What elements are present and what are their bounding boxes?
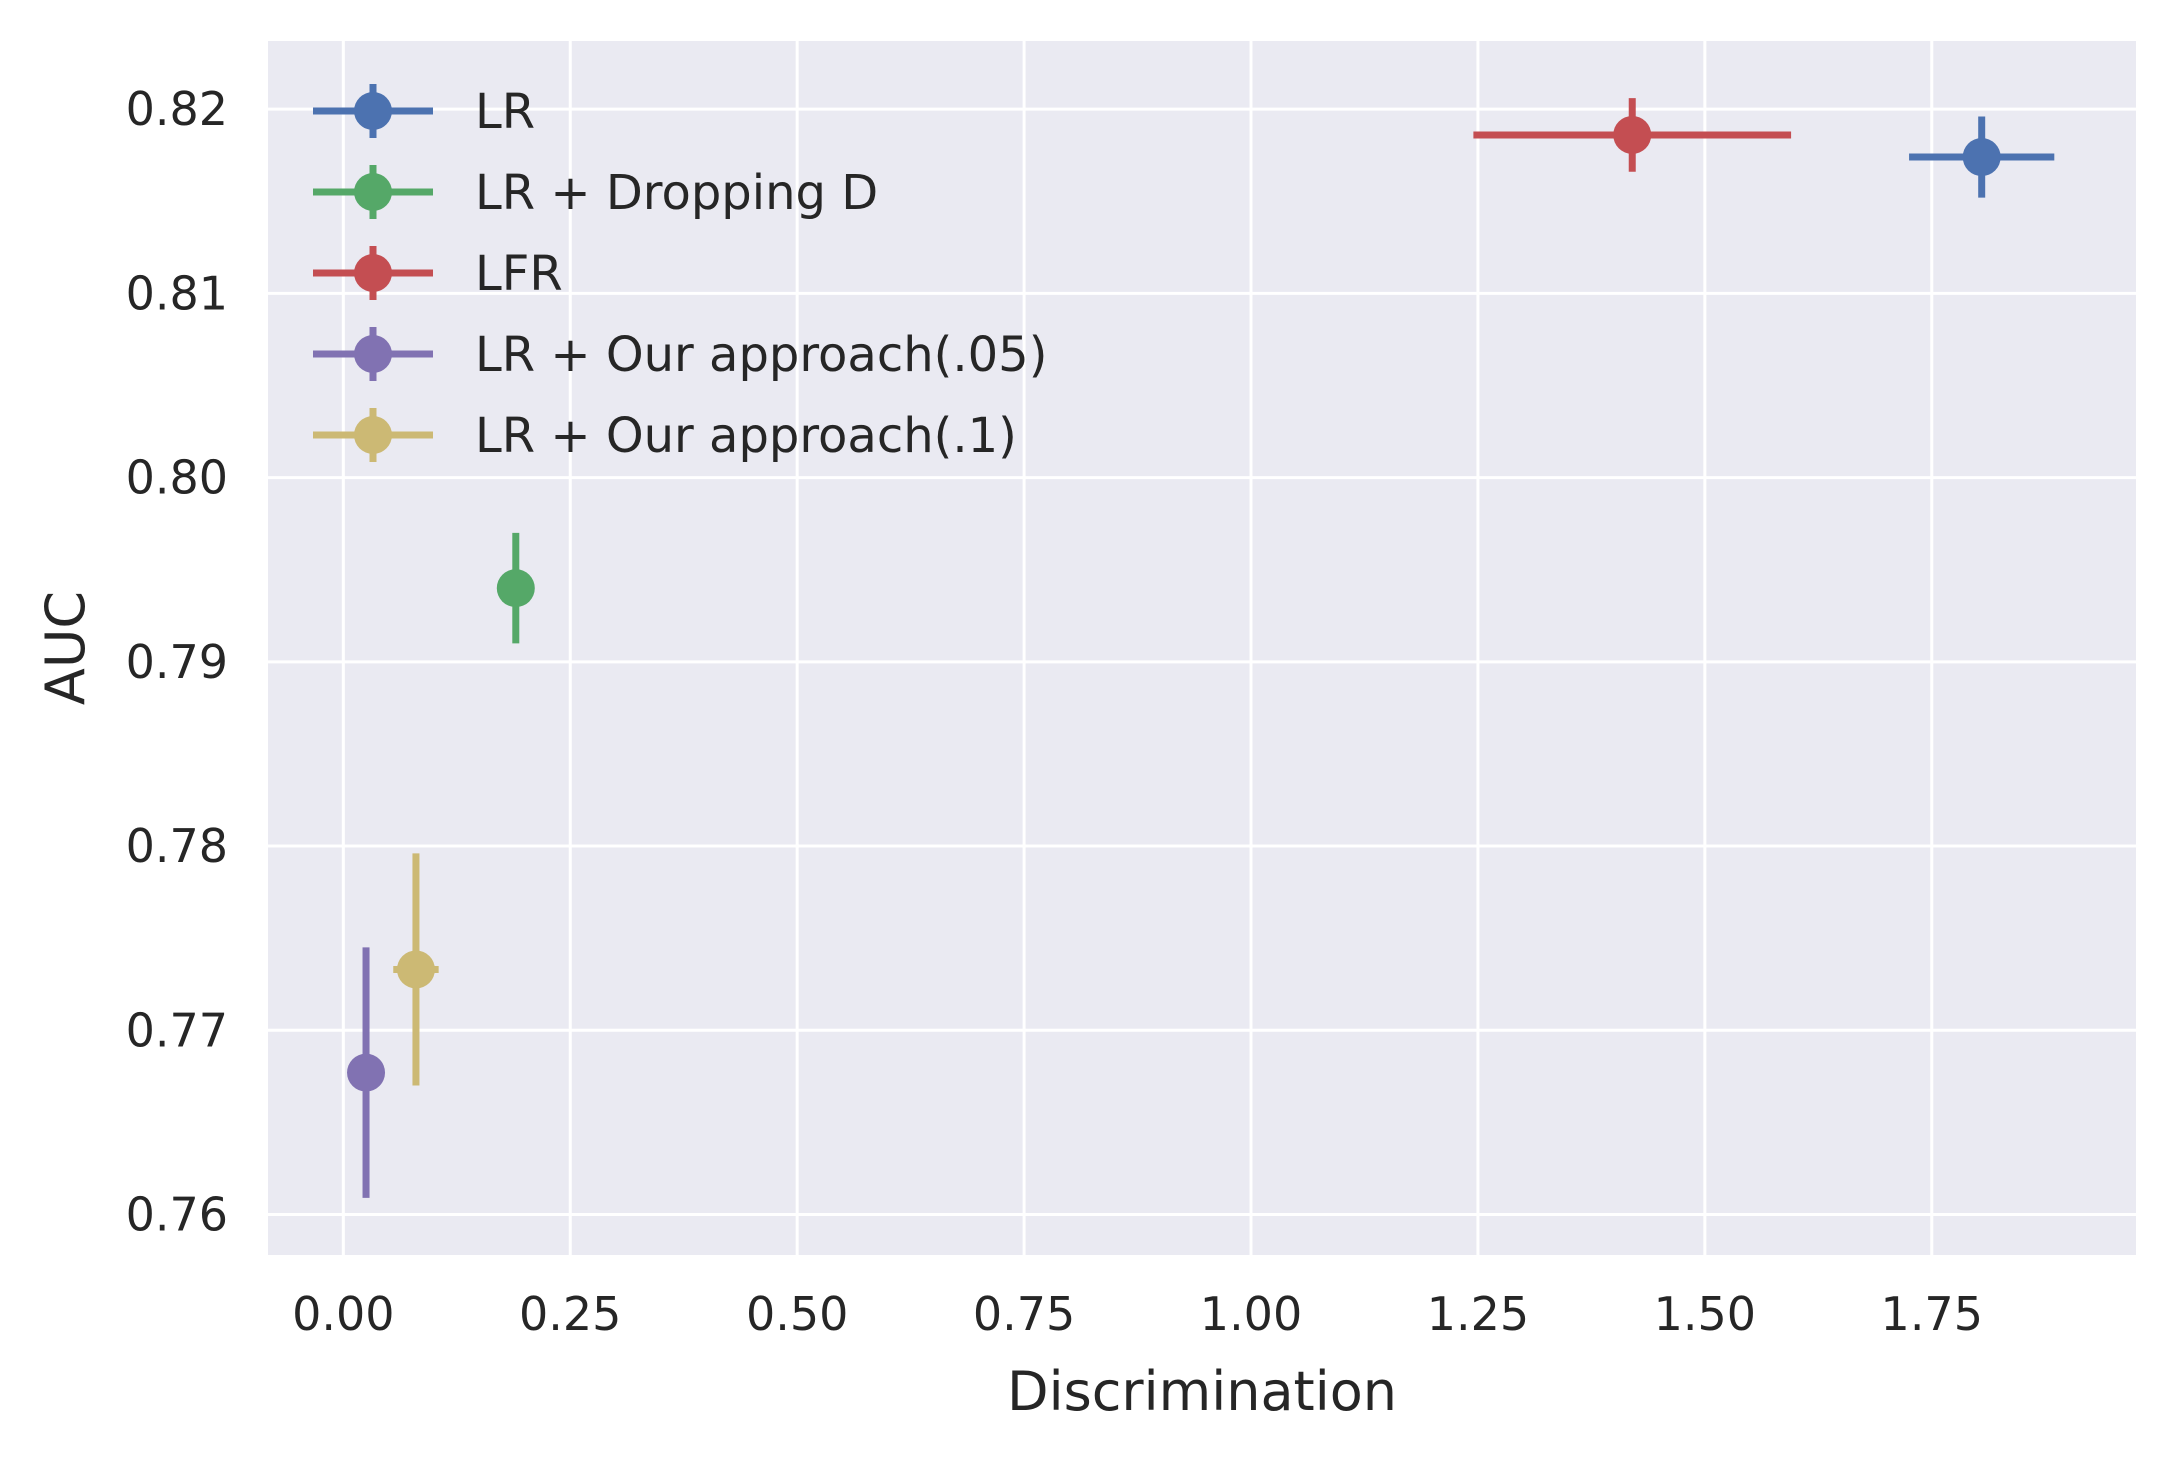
- data-series: [347, 98, 2055, 1198]
- x-tick-label: 1.50: [1654, 1287, 1756, 1341]
- y-axis-title: AUC: [34, 591, 97, 705]
- legend-label: LR + Our approach(.05): [475, 327, 1047, 383]
- x-tick-label: 1.75: [1881, 1287, 1983, 1341]
- legend-item: LR + Our approach(.05): [313, 327, 1047, 383]
- y-tick-label: 0.77: [126, 1003, 228, 1057]
- y-tick-label: 0.80: [126, 451, 228, 505]
- x-tick-label: 1.00: [1200, 1287, 1302, 1341]
- series-lr-our-approach-05: [347, 947, 386, 1198]
- x-tick-label: 0.00: [292, 1287, 394, 1341]
- y-tick-label: 0.79: [126, 635, 228, 689]
- y-tick-label: 0.78: [126, 819, 228, 873]
- legend-marker: [354, 173, 392, 211]
- legend-marker: [354, 335, 392, 373]
- series-lr-dropping-d: [496, 532, 535, 644]
- series-lfr: [1473, 98, 1792, 172]
- plot-area: [268, 41, 2136, 1255]
- y-tick-label: 0.82: [126, 82, 228, 136]
- x-tick-label: 0.50: [746, 1287, 848, 1341]
- legend-label: LR: [475, 84, 535, 140]
- y-tick-label: 0.81: [126, 266, 228, 320]
- y-gridlines: [268, 107, 2136, 1216]
- data-point: [1962, 138, 2001, 177]
- x-tick-label: 0.75: [973, 1287, 1075, 1341]
- series-lr-our-approach-1: [393, 853, 439, 1086]
- y-tick-labels: 0.76 0.77 0.78 0.79 0.80 0.81 0.82: [126, 82, 228, 1241]
- x-gridlines: [341, 41, 1934, 1255]
- data-point: [496, 569, 535, 608]
- legend-label: LR + Our approach(.1): [475, 408, 1017, 464]
- legend-item: LR + Dropping D: [313, 165, 878, 221]
- legend-label: LFR: [475, 246, 563, 302]
- legend-marker: [354, 416, 392, 454]
- legend-marker: [354, 254, 392, 292]
- x-axis-title: Discrimination: [1007, 1360, 1397, 1423]
- x-tick-label: 0.25: [519, 1287, 621, 1341]
- legend: LR LR + Dropping D LFR LR + Our approach(.0…: [313, 84, 1047, 464]
- x-tick-label: 1.25: [1427, 1287, 1529, 1341]
- series-lr: [1909, 116, 2055, 198]
- legend-marker: [354, 92, 392, 130]
- x-tick-labels: 0.00 0.25 0.50 0.75 1.00 1.25 1.50 1.75: [292, 1287, 1983, 1341]
- y-tick-label: 0.76: [126, 1187, 228, 1241]
- data-point: [1613, 115, 1652, 154]
- data-point: [396, 950, 435, 989]
- legend-item: LR + Our approach(.1): [313, 408, 1017, 464]
- legend-item: LR: [313, 84, 535, 140]
- legend-label: LR + Dropping D: [475, 165, 878, 221]
- data-point: [347, 1053, 386, 1092]
- legend-item: LFR: [313, 246, 563, 302]
